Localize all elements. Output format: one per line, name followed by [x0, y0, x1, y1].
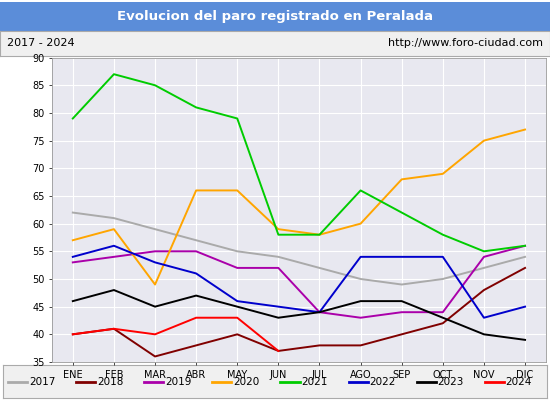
Text: 2018: 2018 — [97, 377, 124, 386]
Text: 2023: 2023 — [438, 377, 464, 386]
Text: 2024: 2024 — [506, 377, 532, 386]
Text: 2022: 2022 — [370, 377, 396, 386]
Text: 2019: 2019 — [166, 377, 192, 386]
Text: http://www.foro-ciudad.com: http://www.foro-ciudad.com — [388, 38, 543, 48]
Text: Evolucion del paro registrado en Peralada: Evolucion del paro registrado en Peralad… — [117, 10, 433, 23]
Text: 2021: 2021 — [301, 377, 328, 386]
Text: 2017: 2017 — [29, 377, 56, 386]
Text: 2017 - 2024: 2017 - 2024 — [7, 38, 74, 48]
Text: 2020: 2020 — [234, 377, 260, 386]
